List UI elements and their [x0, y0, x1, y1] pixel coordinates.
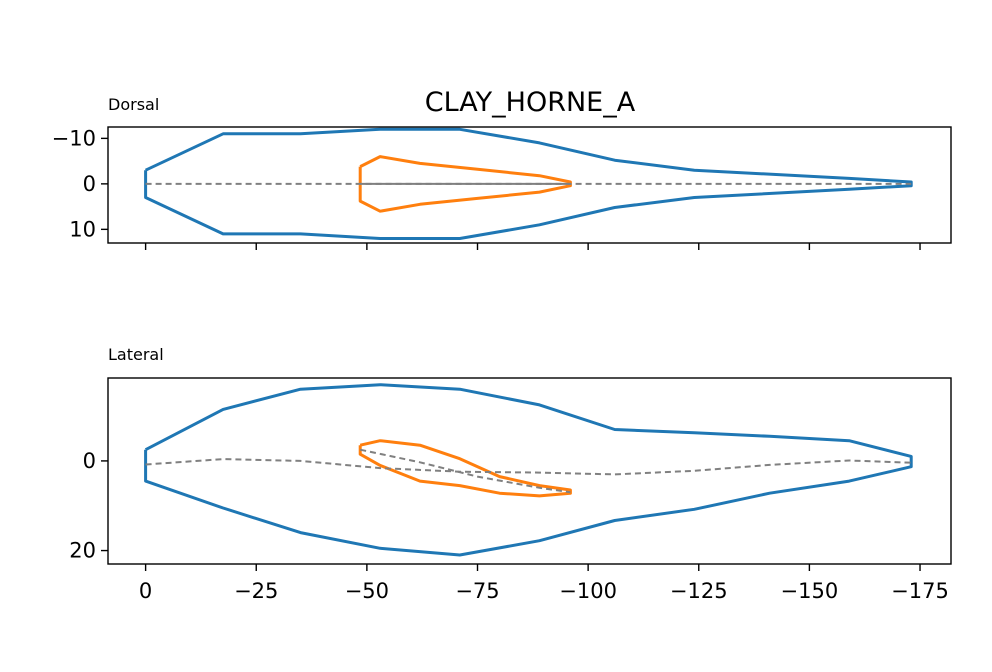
lateral-outline-line-0 [144, 383, 913, 557]
lateral-inner-line-1 [358, 439, 572, 498]
x-tick-label: 0 [139, 579, 152, 603]
y-tick-label: 10 [69, 217, 96, 241]
lateral-axes-frame [107, 377, 952, 565]
x-tick-label: −25 [234, 579, 278, 603]
lateral-midline-line-3 [359, 448, 571, 494]
x-tick-label: −50 [345, 579, 389, 603]
dorsal-outline-line-0 [144, 127, 913, 240]
y-tick-label: 0 [83, 172, 96, 196]
y-tick-label: 20 [69, 539, 96, 563]
lateral-panel: Lateral 0 −25 −50 −75 −100 −125 −150 −175 0 20 [69, 345, 952, 603]
x-tick-label: −175 [891, 579, 949, 603]
x-tick-label: −75 [455, 579, 499, 603]
y-tick-label: −10 [52, 126, 96, 150]
x-tick-label: −125 [670, 579, 728, 603]
dorsal-panel: Dorsal −10 0 10 [52, 95, 952, 250]
dorsal-axes-frame [107, 126, 952, 244]
y-tick-label: 0 [83, 449, 96, 473]
x-tick-label: −150 [781, 579, 839, 603]
chart-title: CLAY_HORNE_A [425, 87, 636, 118]
panel-label-dorsal: Dorsal [108, 95, 159, 114]
panel-label-lateral: Lateral [108, 345, 164, 364]
x-tick-label: −100 [559, 579, 617, 603]
dorsal-inner-line-1 [358, 155, 572, 213]
lateral-midline-line-2 [145, 458, 912, 476]
